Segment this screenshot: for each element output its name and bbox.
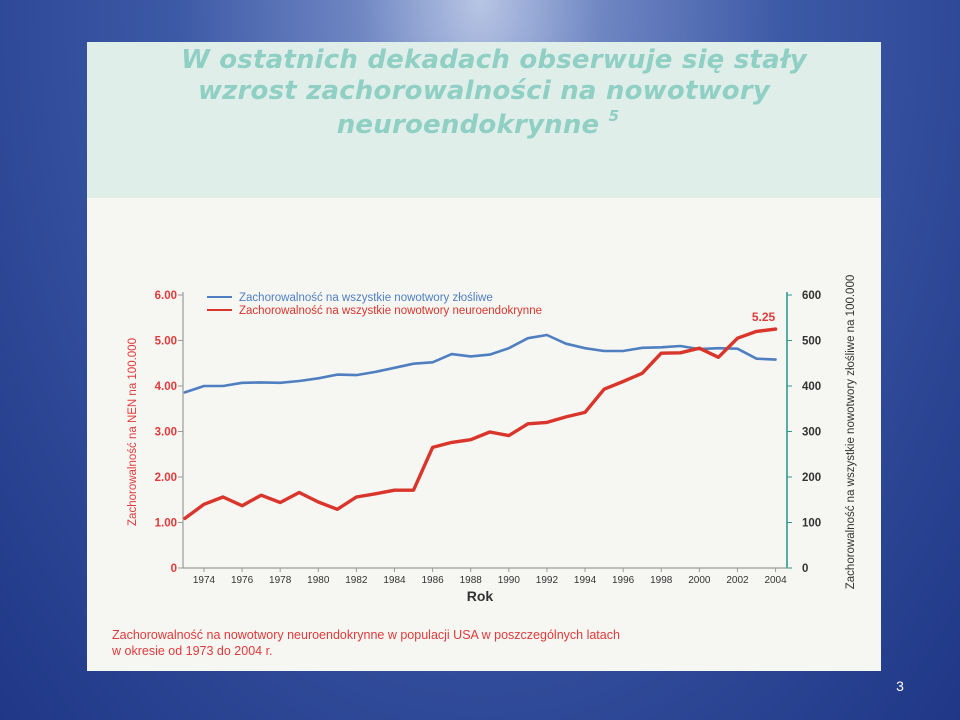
title-band: W ostatnich dekadach obserwuje się stały… (87, 42, 881, 198)
right-tick-label: 300 (802, 427, 821, 439)
right-tick-label: 200 (802, 472, 821, 484)
left-tick-label: 5.00 (155, 336, 177, 348)
x-tick-label: 1982 (345, 575, 368, 586)
title-line-text: neuroendokrynne (336, 110, 600, 140)
chart-series (183, 327, 778, 521)
x-tick-label: 1998 (650, 575, 673, 586)
x-tick-label: 1974 (193, 575, 216, 586)
caption-line: w okresie od 1973 do 2004 r. (112, 644, 273, 658)
x-tick-label: 1978 (269, 575, 292, 586)
x-tick-label: 1996 (612, 575, 635, 586)
chart-labels: 5.25 Rok Zachorowalność na NEN na 100.000 Z… (127, 275, 857, 604)
x-tick-label: 2000 (688, 575, 711, 586)
right-axis-title: Zachorowalność na wszystkie nowotwory zł… (845, 275, 857, 590)
x-tick-label: 2002 (726, 575, 749, 586)
x-tick-label: 1976 (231, 575, 254, 586)
chart-ticks: 6.00 5.00 4.00 3.00 2.00 1.00 0 600 500 400 300 200… (155, 290, 822, 586)
right-tick-label: 500 (802, 336, 821, 348)
slide-panel: W ostatnich dekadach obserwuje się stały… (87, 42, 881, 671)
series-line-nen (183, 327, 778, 521)
right-tick-label: 100 (802, 518, 821, 530)
data-label-5-25: 5.25 (752, 310, 776, 324)
left-tick-label: 3.00 (155, 427, 177, 439)
chart-axes (182, 292, 788, 569)
x-tick-label: 1986 (421, 575, 444, 586)
incidence-chart: 6.00 5.00 4.00 3.00 2.00 1.00 0 600 500 400 300 200… (127, 275, 857, 604)
figure-caption: Zachorowalność na nowotwory neuroendokry… (112, 627, 852, 659)
x-tick-label: 2004 (764, 575, 787, 586)
right-tick-label: 400 (802, 381, 821, 393)
slide-number: 3 (896, 678, 904, 694)
x-tick-label: 1988 (460, 575, 483, 586)
x-tick-label: 1980 (307, 575, 330, 586)
series-line-all-cancers (183, 333, 777, 394)
left-tick-label: 2.00 (155, 472, 177, 484)
chart-legend: Zachorowalność na wszystkie nowotwory zł… (207, 292, 542, 317)
x-tick-label: 1984 (383, 575, 406, 586)
right-tick-label: 600 (802, 290, 821, 302)
legend-entry: Zachorowalność na wszystkie nowotwory zł… (239, 292, 493, 304)
caption-line: Zachorowalność na nowotwory neuroendokry… (112, 628, 620, 642)
x-tick-label: 1992 (536, 575, 559, 586)
left-tick-label: 0 (171, 563, 177, 575)
title-superscript: 5 (608, 107, 620, 125)
title-line: neuroendokrynne 5 (87, 107, 875, 140)
left-tick-label: 1.00 (155, 518, 177, 530)
title-line: wzrost zachorowalności na nowotwory (197, 76, 771, 106)
x-axis-title: Rok (467, 588, 494, 604)
title-line: W ostatnich dekadach obserwuje się stały (181, 45, 807, 75)
legend-entry: Zachorowalność na wszystkie nowotwory ne… (239, 305, 542, 317)
left-tick-label: 4.00 (155, 381, 177, 393)
x-tick-label: 1990 (498, 575, 521, 586)
x-tick-label: 1994 (574, 575, 597, 586)
left-axis-title: Zachorowalność na NEN na 100.000 (127, 338, 139, 526)
right-tick-label: 0 (802, 563, 808, 575)
left-tick-label: 6.00 (155, 290, 177, 302)
